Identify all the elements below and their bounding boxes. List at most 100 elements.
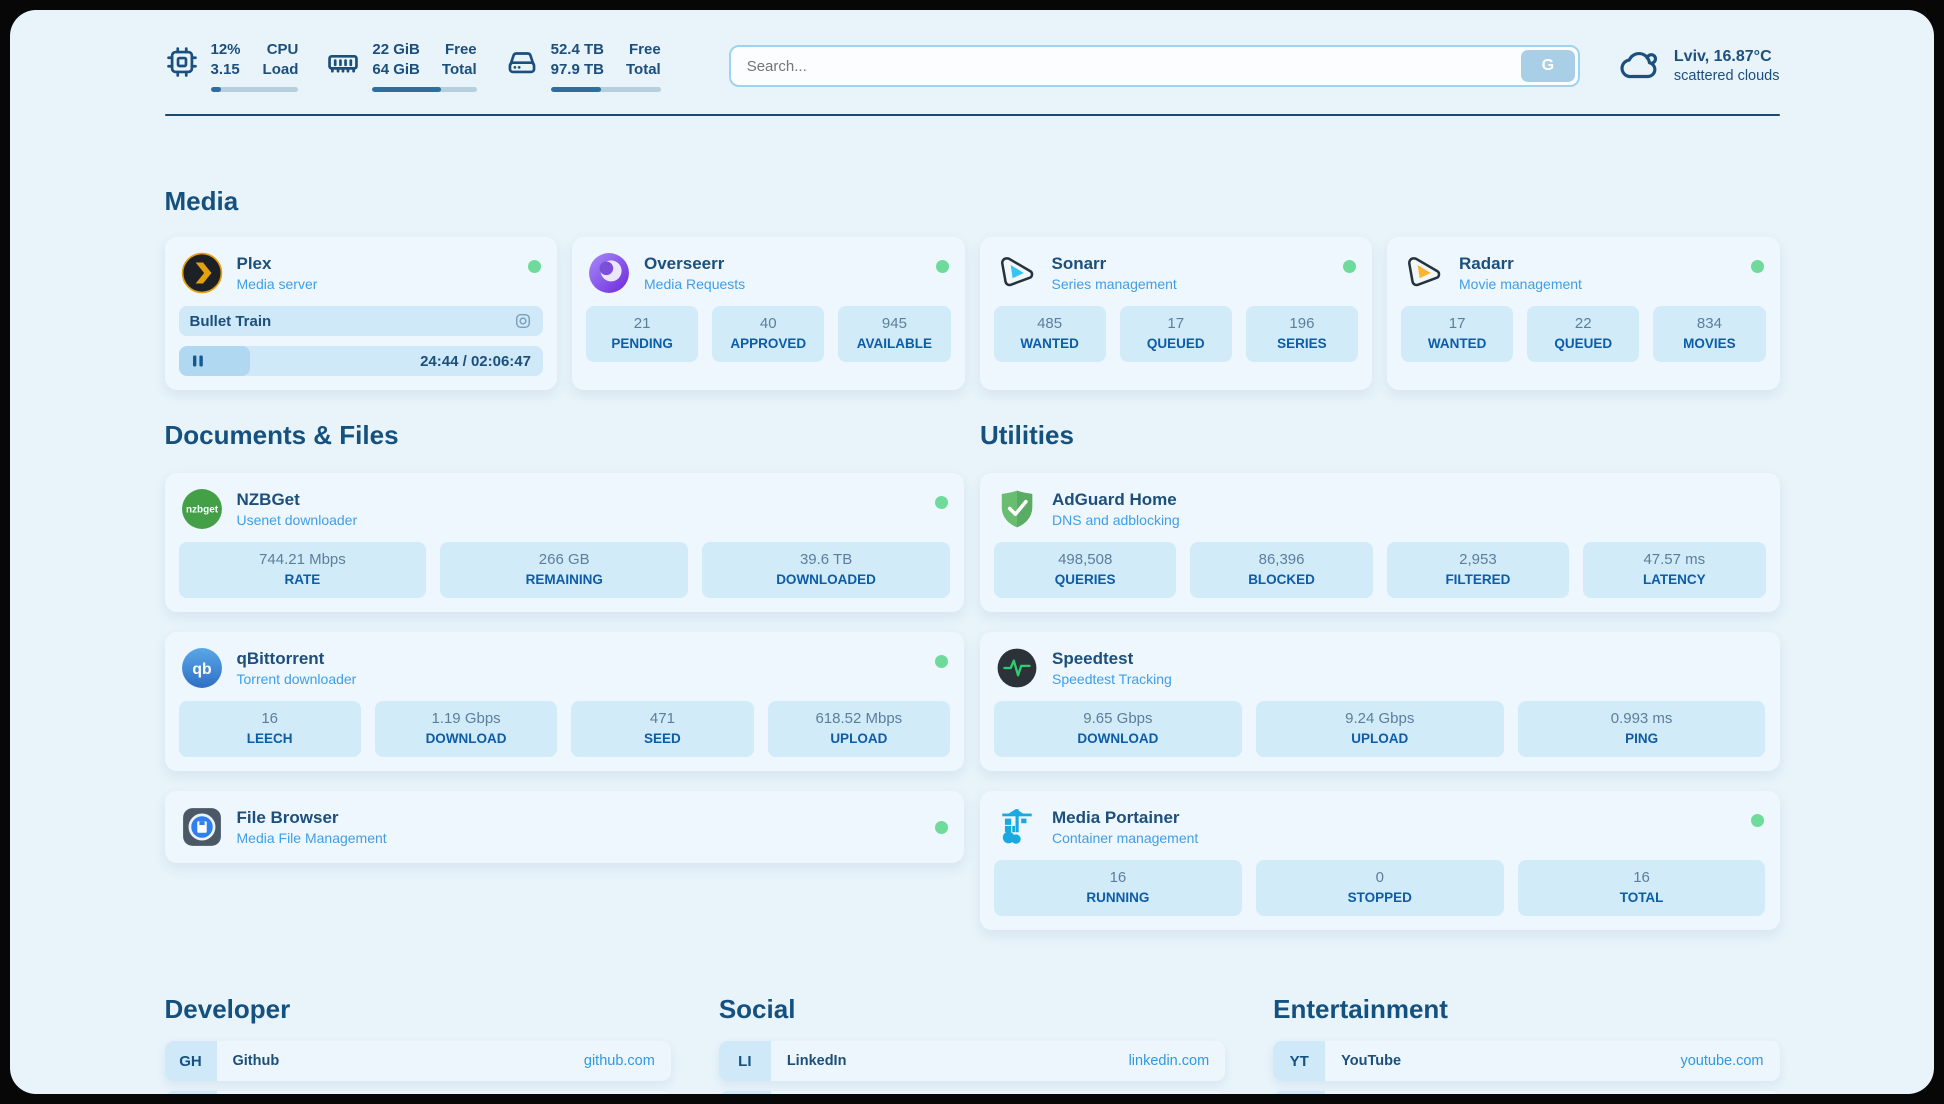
stat-tile: 945 AVAILABLE	[838, 306, 951, 362]
qbittorrent-logo-icon: qb	[181, 648, 222, 688]
utilities-column: Utilities AdGuard Home DNS and adblockin…	[980, 420, 1780, 930]
stat-tile: 16 LEECH	[178, 701, 361, 757]
disk-free-value: 52.4 TB	[550, 41, 604, 58]
pause-icon[interactable]	[191, 354, 205, 368]
stat-tile: 22 QUEUED	[1527, 306, 1640, 362]
stat-label: MOVIES	[1683, 336, 1736, 351]
links-column-developer: Developer GH Github github.com SO StackO…	[164, 994, 671, 1094]
link-row-stackoverflow[interactable]: SO StackOverflow stackoverflow.com	[164, 1091, 671, 1094]
section-title-media: Media	[164, 186, 239, 216]
app-card-qbittorrent[interactable]: qb qBittorrent Torrent downloader 16 LEE…	[164, 632, 964, 771]
stat-label: QUERIES	[1054, 572, 1116, 587]
stat-label: DOWNLOADED	[776, 572, 876, 587]
section-title-utilities: Utilities	[980, 420, 1074, 450]
ram-stat-widget: 22 GiB 64 GiB Free Total	[326, 40, 477, 92]
stat-label: STOPPED	[1347, 890, 1412, 905]
status-online-dot	[935, 260, 949, 273]
stat-label: APPROVED	[730, 336, 807, 351]
stat-label: DOWNLOAD	[425, 731, 507, 746]
cpu-progress-bar	[210, 87, 299, 92]
stat-value: 1.19 Gbps	[431, 710, 501, 727]
app-title: Plex	[236, 254, 272, 273]
stat-tile: 618.52 Mbps UPLOAD	[767, 701, 950, 757]
app-card-filebrowser[interactable]: File Browser Media File Management	[164, 791, 964, 863]
stat-label: RATE	[284, 572, 321, 587]
ram-free-value: 22 GiB	[372, 41, 420, 58]
app-card-plex[interactable]: Plex Media server Bullet Train	[164, 237, 557, 390]
link-row-netflix[interactable]: NF Netflix netflix.com	[1273, 1091, 1780, 1094]
sonarr-logo-icon	[1000, 257, 1033, 287]
app-title: AdGuard Home	[1052, 490, 1177, 509]
stat-value: 471	[649, 710, 675, 727]
app-title: NZBGet	[236, 490, 300, 509]
link-name: Github	[232, 1053, 280, 1069]
nzbget-logo-icon: nzbget	[181, 489, 222, 529]
stat-label: FILTERED	[1445, 572, 1511, 587]
cpu-stat-widget: 12% 3.15 CPU Load	[165, 40, 299, 92]
ram-free-label: Free	[444, 41, 477, 58]
app-title: File Browser	[236, 808, 339, 827]
app-subtitle: Container management	[1052, 830, 1199, 846]
app-card-portainer[interactable]: Media Portainer Container management 16 …	[980, 791, 1780, 930]
app-subtitle: Speedtest Tracking	[1052, 671, 1172, 687]
link-row-github[interactable]: GH Github github.com	[164, 1041, 671, 1081]
app-subtitle: Torrent downloader	[236, 671, 357, 687]
stat-label: REMAINING	[525, 572, 603, 587]
stat-tile: 485 WANTED	[993, 306, 1106, 362]
stat-label: SEED	[644, 731, 681, 746]
app-card-adguard[interactable]: AdGuard Home DNS and adblocking 498,508 …	[980, 473, 1780, 612]
stat-value: 39.6 TB	[799, 551, 853, 568]
stat-tile: 47.57 ms LATENCY	[1583, 542, 1766, 598]
status-online-dot	[1750, 814, 1764, 827]
link-row-twitter[interactable]: TW Twitter twitter.com	[718, 1091, 1226, 1094]
stat-label: AVAILABLE	[856, 336, 933, 351]
stat-label: DOWNLOAD	[1077, 731, 1159, 746]
playback-progress-bar: 24:44 / 02:06:47	[178, 346, 543, 376]
radarr-logo-icon	[1407, 257, 1441, 287]
stat-tile: 39.6 TB DOWNLOADED	[702, 542, 950, 598]
links-column-entertainment: Entertainment YT YouTube youtube.com NF …	[1273, 994, 1780, 1094]
app-card-nzbget[interactable]: nzbget NZBGet Usenet downloader 744.21 M…	[164, 473, 964, 612]
header-divider	[164, 114, 1780, 116]
search-engine-button[interactable]: G	[1520, 50, 1575, 82]
stat-label: UPLOAD	[830, 731, 888, 746]
app-card-speedtest[interactable]: Speedtest Speedtest Tracking 9.65 Gbps D…	[980, 632, 1780, 771]
documents-column: Documents & Files nzbget NZBGet Usenet d…	[164, 420, 964, 863]
app-subtitle: Series management	[1051, 276, 1177, 292]
link-row-youtube[interactable]: YT YouTube youtube.com	[1273, 1041, 1780, 1081]
ram-total-label: Total	[441, 61, 477, 78]
disk-progress-fill	[550, 87, 602, 92]
now-playing-row: Bullet Train	[178, 306, 543, 336]
link-abbr-badge: NF	[1273, 1091, 1326, 1094]
disk-icon	[508, 52, 536, 74]
status-online-dot	[935, 496, 948, 509]
playback-time: 24:44 / 02:06:47	[420, 352, 531, 370]
link-url: linkedin.com	[1128, 1053, 1210, 1069]
weather-widget: Lviv, 16.87°C scattered clouds	[1620, 45, 1780, 87]
search-input[interactable]	[730, 57, 1521, 75]
status-online-dot	[935, 820, 948, 834]
link-url: github.com	[583, 1053, 655, 1069]
disk-stat-widget: 52.4 TB 97.9 TB Free Total	[505, 40, 661, 92]
search-bar: G	[728, 45, 1580, 87]
disk-free-label: Free	[629, 41, 661, 58]
stat-tile: 471 SEED	[571, 701, 754, 757]
stat-label: PING	[1625, 731, 1659, 746]
stat-value: 40	[759, 315, 777, 332]
playback-progress-fill	[178, 346, 250, 376]
link-row-linkedin[interactable]: LI LinkedIn linkedin.com	[718, 1041, 1226, 1081]
disk-total-value: 97.9 TB	[550, 61, 604, 78]
app-card-overseerr[interactable]: Overseerr Media Requests 21 PENDING 40 A…	[572, 237, 965, 390]
app-card-sonarr[interactable]: Sonarr Series management 485 WANTED 17 Q…	[979, 237, 1372, 390]
cpu-progress-fill	[210, 87, 222, 92]
stat-tile: 744.21 Mbps RATE	[178, 542, 427, 598]
svg-text:qb: qb	[192, 661, 211, 678]
link-name: YouTube	[1341, 1053, 1402, 1069]
stat-value: 16	[1109, 869, 1127, 886]
stat-value: 945	[881, 315, 907, 332]
stat-value: 498,508	[1058, 551, 1113, 568]
svg-text:nzbget: nzbget	[185, 505, 218, 516]
app-title: Overseerr	[644, 254, 725, 273]
link-name: LinkedIn	[786, 1053, 847, 1069]
app-card-radarr[interactable]: Radarr Movie management 17 WANTED 22 QUE…	[1387, 237, 1780, 390]
